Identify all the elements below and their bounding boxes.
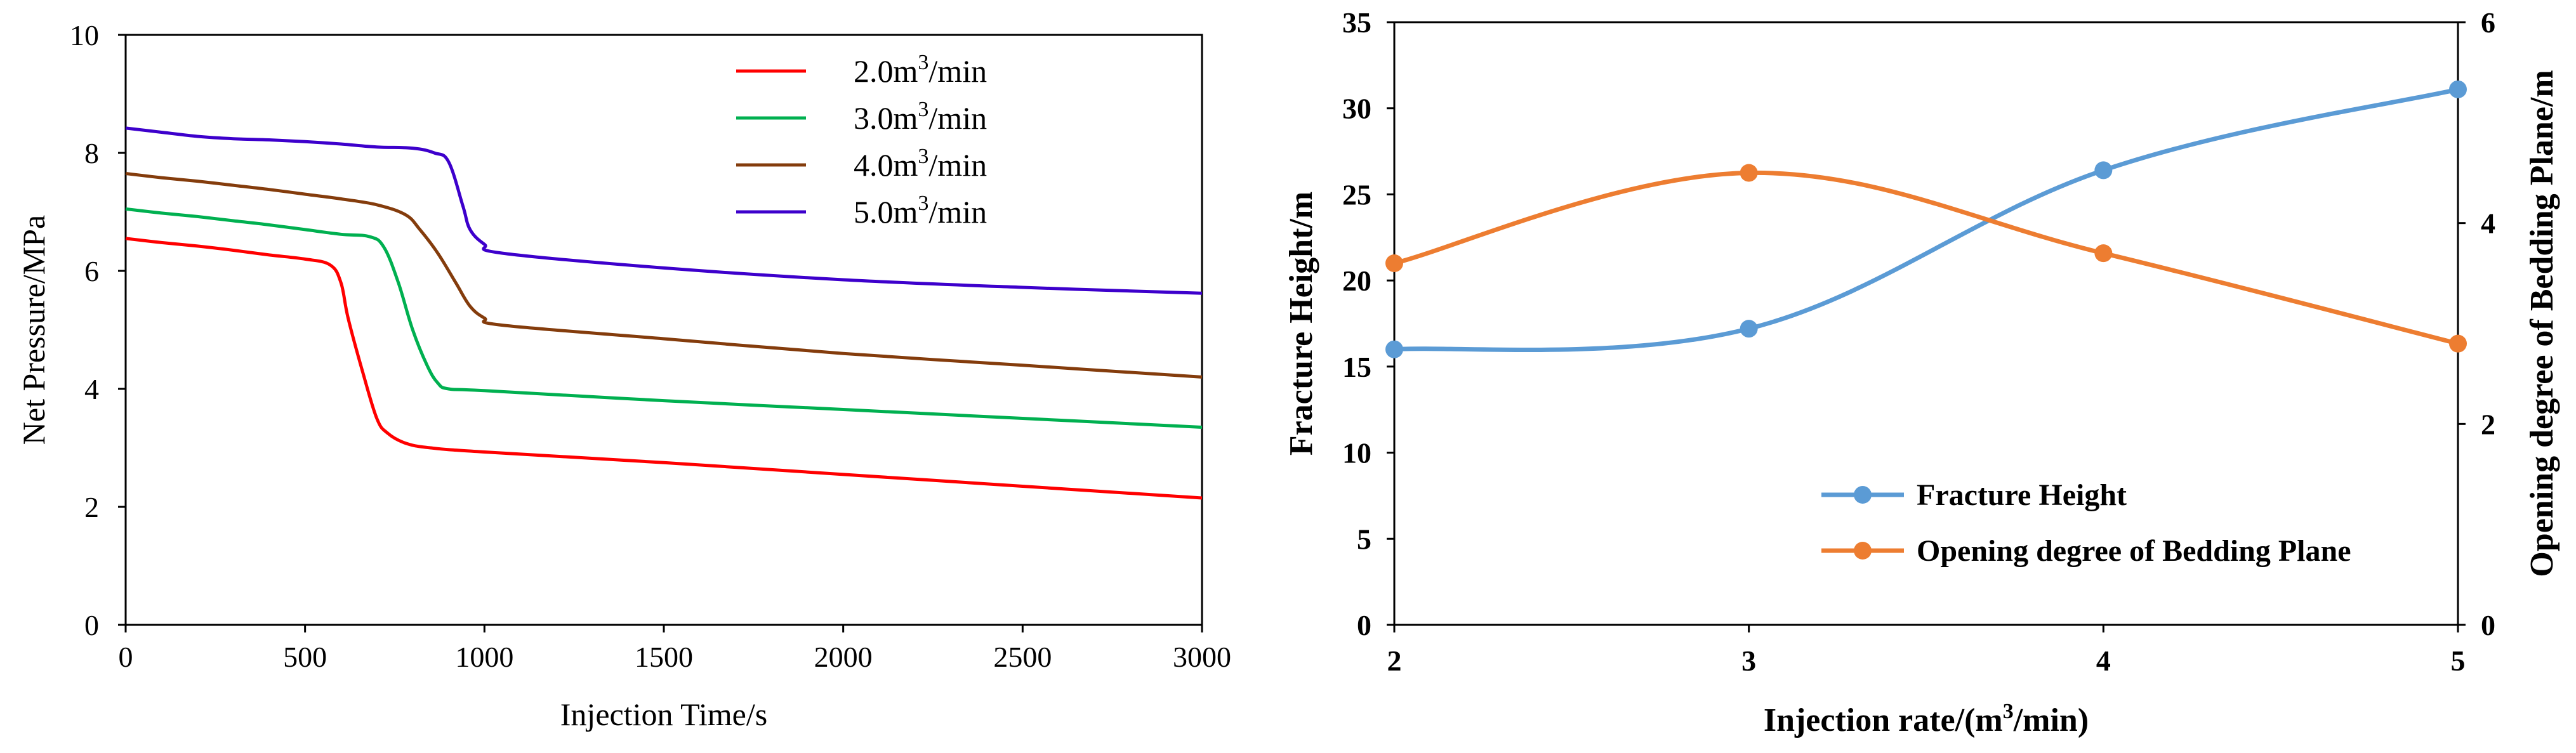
data-point-2 (2094, 244, 2113, 263)
y-axis-label: Net Pressure/MPa (16, 215, 51, 445)
series-line-1 (1394, 87, 2459, 352)
legend-label-2: 3.0m3/min (854, 98, 987, 136)
data-point-1 (1740, 320, 1758, 338)
y-tick-label: 8 (84, 137, 99, 169)
data-point-1 (2094, 161, 2113, 180)
y-tick-label: 2 (84, 491, 99, 523)
y-tick-label: 10 (70, 19, 99, 51)
left-y-tick-label: 30 (1342, 93, 1371, 125)
legend-label-1: 2.0m3/min (854, 51, 987, 89)
data-point-1 (1385, 340, 1403, 358)
data-point-2 (1385, 254, 1403, 272)
y-tick-label: 4 (84, 373, 99, 405)
right-y-tick-label: 4 (2481, 207, 2495, 240)
legend-label-3: 4.0m3/min (854, 145, 987, 183)
left-y-axis-ticks: 0 5 10 15 20 25 30 35 (1342, 6, 1394, 641)
left-y-tick-label: 5 (1357, 523, 1371, 555)
x-axis-ticks: 2 3 4 5 (1387, 625, 2466, 677)
data-point-2 (1740, 164, 1758, 182)
left-y-tick-label: 10 (1342, 437, 1371, 469)
x-tick-label: 2500 (993, 641, 1052, 673)
legend-marker-1 (1854, 486, 1872, 504)
y-tick-label: 0 (84, 609, 99, 641)
x-axis-label-base: Injection rate/(m (1764, 702, 2003, 738)
series-line-3 (125, 172, 1203, 379)
left-y-tick-label: 15 (1342, 351, 1371, 383)
plot-area-border (124, 34, 1203, 626)
data-point-2 (2449, 334, 2467, 353)
x-axis-label: Injection Time/s (560, 697, 767, 732)
y-tick-label: 6 (84, 255, 99, 287)
left-y-tick-label: 20 (1342, 265, 1371, 297)
x-tick-label: 1500 (635, 641, 693, 673)
x-axis-ticks: 0 500 1000 1500 2000 2500 3000 (119, 625, 1231, 673)
x-tick-label: 3 (1741, 645, 1756, 677)
left-y-tick-label: 0 (1357, 609, 1371, 641)
y-axis-ticks: 0 2 4 6 8 10 (70, 19, 126, 641)
right-y-tick-label: 0 (2481, 609, 2495, 641)
x-tick-label: 2000 (814, 641, 873, 673)
x-tick-label: 500 (283, 641, 327, 673)
series-line-2 (125, 207, 1203, 429)
left-y-axis-label: Fracture Height/m (1283, 192, 1319, 455)
legend-label-1: Fracture Height (1917, 478, 2127, 512)
legend-marker-2 (1854, 542, 1872, 560)
x-axis-label-tail: /min) (2013, 702, 2089, 738)
series-lines (1385, 80, 2467, 358)
legend-label-2: Opening degree of Bedding Plane (1917, 534, 2351, 568)
x-tick-label: 4 (2096, 645, 2111, 677)
x-tick-label: 2 (1387, 645, 1402, 677)
series-line-2 (1394, 170, 2459, 346)
right-y-tick-label: 6 (2481, 6, 2495, 39)
x-tick-label: 5 (2451, 645, 2466, 677)
x-tick-label: 0 (119, 641, 133, 673)
legend: 2.0m3/min 3.0m3/min 4.0m3/min 5.0m3/min (736, 51, 987, 230)
legend: Fracture Height Opening degree of Bedding… (1821, 478, 2351, 568)
left-y-tick-label: 35 (1342, 6, 1371, 39)
plot-area-border (1393, 21, 2459, 626)
net-pressure-chart: 0 2 4 6 8 10 0 500 1000 1500 2000 2500 3000 Injecti… (16, 19, 1231, 732)
data-point-1 (2449, 80, 2467, 98)
series-line-1 (125, 237, 1203, 500)
x-tick-label: 3000 (1173, 641, 1231, 673)
left-y-tick-label: 25 (1342, 178, 1371, 211)
legend-label-4: 5.0m3/min (854, 192, 987, 230)
x-axis-label-sup: 3 (2003, 700, 2014, 723)
right-y-axis-label: Opening degree of Bedding Plane/m (2524, 70, 2560, 577)
x-tick-label: 1000 (455, 641, 513, 673)
right-y-axis-ticks: 0 2 4 6 (2458, 6, 2495, 641)
right-y-tick-label: 2 (2481, 408, 2495, 440)
x-axis-label: Injection rate/(m3/min) (1764, 700, 2089, 738)
series-lines (125, 126, 1203, 500)
series-line-4 (125, 126, 1203, 295)
